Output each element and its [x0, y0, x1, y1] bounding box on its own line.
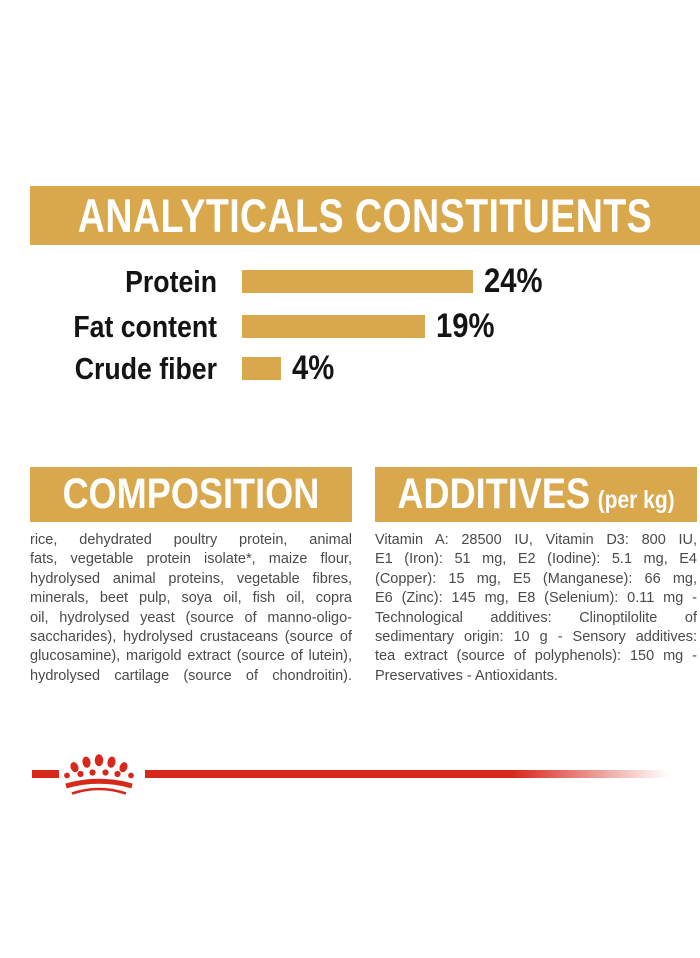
- analyticals-title: ANALYTICALS CONSTITUENTS: [77, 189, 653, 242]
- composition-header: COMPOSITION: [30, 467, 352, 522]
- composition-line: rice, dehydrated poultry protein, animal: [30, 532, 352, 548]
- analyticals-header: ANALYTICALS CONSTITUENTS: [30, 186, 700, 245]
- composition-line: fats, vegetable protein isolate*, maize …: [30, 551, 352, 568]
- chart-label: Fat content: [73, 308, 218, 344]
- composition-line: glucosamine), marigold extract (source o…: [30, 648, 352, 665]
- additives-line: E6 (Zinc): 145 mg, E8 (Selenium): 0.11 m…: [375, 590, 697, 607]
- composition-line: hydrolysed cartilage (source of chondroi…: [30, 667, 352, 684]
- additives-title: ADDITIVES: [397, 470, 591, 518]
- chart-bar: [242, 357, 281, 380]
- additives-text: Vitamin A: 28500 IU, Vitamin D3: 800 IU,…: [375, 531, 697, 686]
- chart-row-crude-fiber: Crude fiber 4%: [30, 349, 680, 387]
- composition-line: hydrolysed animal proteins, vegetable fi…: [30, 570, 352, 587]
- additives-line: tea extract (source of polyphenols): 150…: [375, 648, 697, 665]
- chart-value: 24%: [484, 262, 543, 300]
- additives-line: Vitamin A: 28500 IU, Vitamin D3: 800 IU,: [375, 532, 697, 548]
- chart-label: Protein: [125, 263, 217, 299]
- brand-rule-right: [145, 770, 685, 778]
- composition-text: rice, dehydrated poultry protein, animal…: [30, 531, 352, 686]
- chart-row-protein: Protein 24%: [30, 262, 680, 300]
- chart-bar: [242, 270, 473, 293]
- composition-line: oil, hydrolysed yeast (source of manno-o…: [30, 609, 352, 626]
- chart-row-fat-content: Fat content 19%: [30, 307, 680, 345]
- additives-line: Technological additives: Clinoptilolite …: [375, 609, 697, 626]
- additives-line: sedimentary origin: 10 g - Sensory addit…: [375, 629, 697, 646]
- chart-label: Crude fiber: [74, 350, 218, 386]
- chart-value: 4%: [291, 349, 334, 387]
- additives-line: E1 (Iron): 51 mg, E2 (Iodine): 5.1 mg, E…: [375, 551, 697, 568]
- composition-title: COMPOSITION: [62, 470, 320, 518]
- composition-section: COMPOSITION rice, dehydrated poultry pro…: [30, 467, 352, 686]
- composition-line: saccharides), hydrolysed crustaceans (so…: [30, 629, 352, 646]
- additives-title-group: ADDITIVES (per kg): [397, 470, 674, 519]
- chart-bar: [242, 315, 425, 338]
- additives-line: Preservatives - Antioxidants.: [375, 667, 558, 684]
- royal-canin-crown-icon: [64, 754, 134, 795]
- chart-value: 19%: [435, 307, 495, 345]
- additives-section: ADDITIVES (per kg) Vitamin A: 28500 IU, …: [375, 467, 697, 686]
- additives-title-suffix: (per kg): [597, 486, 675, 514]
- analyticals-bar-chart: Protein 24% Fat content 19% Crude fiber …: [30, 262, 680, 387]
- brand-rule-left: [32, 770, 59, 778]
- additives-header: ADDITIVES (per kg): [375, 467, 697, 522]
- additives-line: (Copper): 15 mg, E5 (Manganese): 66 mg,: [375, 570, 697, 587]
- composition-line: minerals, beet pulp, soya oil, fish oil,…: [30, 590, 352, 607]
